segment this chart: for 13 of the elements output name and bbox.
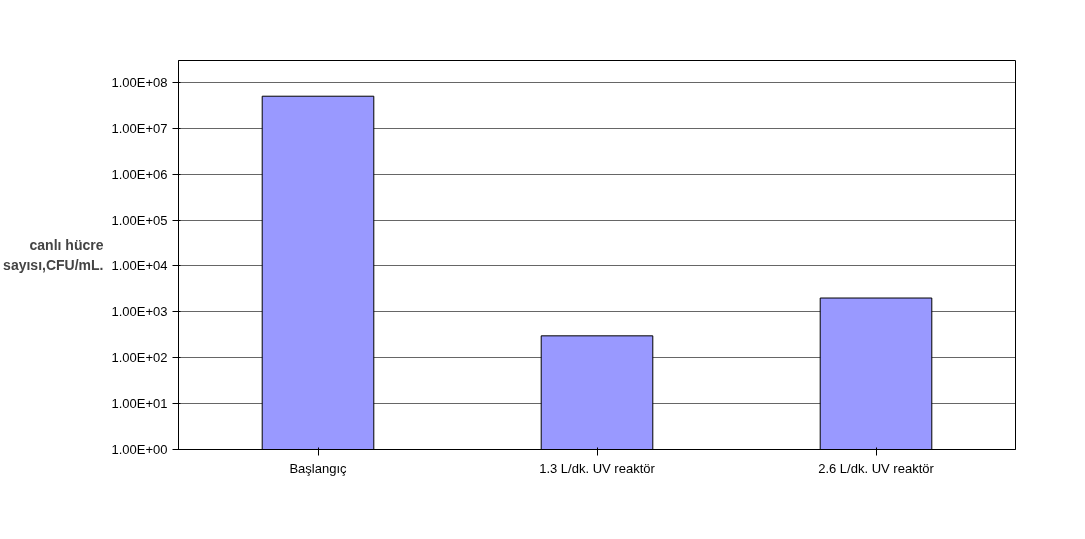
y-axis-title: canlı hücre sayısı,CFU/mL. [3, 237, 104, 273]
y-tick-label: 1.00E+08 [111, 74, 168, 90]
y-tick-label: 1.00E+03 [111, 304, 168, 320]
y-tick-label: 1.00E+06 [111, 166, 168, 182]
y-tick-label: 1.00E+02 [111, 350, 168, 366]
y-tick-label: 1.00E+00 [111, 442, 168, 457]
y-tick-label: 1.00E+04 [111, 258, 168, 274]
x-tick-label: 1.3 L/dk. UV reaktör [539, 460, 656, 476]
y-tick-label: 1.00E+07 [111, 120, 168, 136]
x-tick-label: 2.6 L/dk. UV reaktör [818, 460, 935, 476]
x-tick-label: Başlangıç [289, 460, 348, 476]
y-tick-label: 1.00E+01 [111, 396, 168, 412]
y-tick-label: 1.00E+05 [111, 212, 168, 228]
